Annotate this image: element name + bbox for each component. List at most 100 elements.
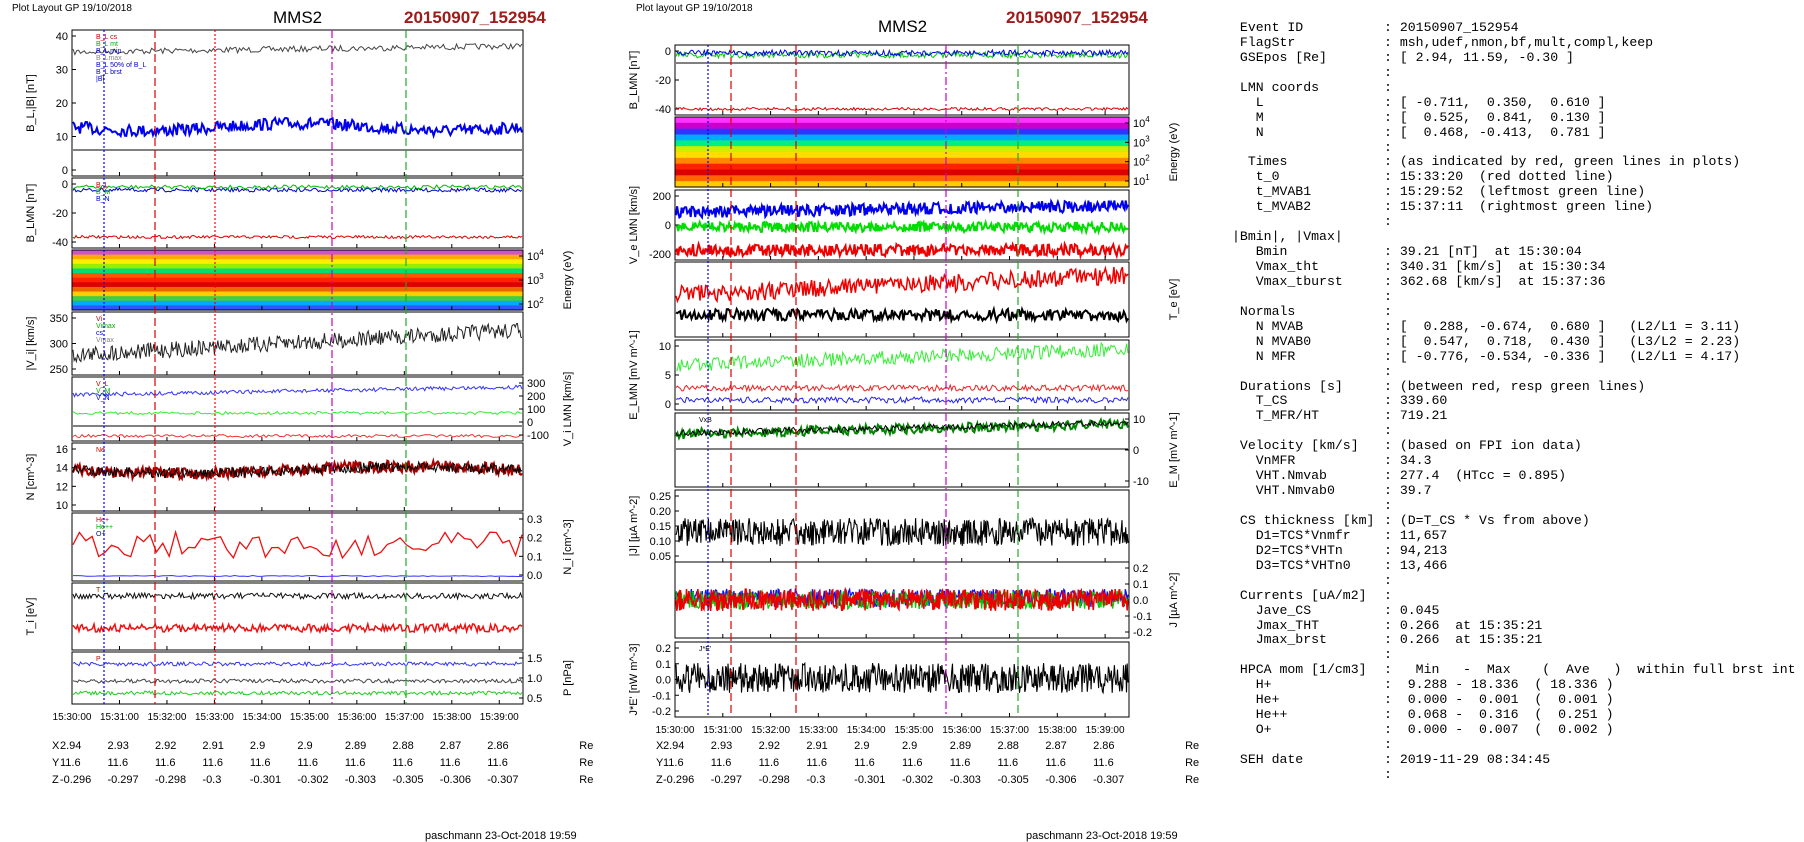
info-value: : xyxy=(1384,139,1392,155)
position-value: 11.6 xyxy=(1045,757,1066,769)
position-axis-label: Z xyxy=(656,774,663,786)
y-axis-label: J*E' [nW m^-3] xyxy=(628,643,640,715)
data-trace xyxy=(72,184,523,190)
spectrogram-band xyxy=(72,300,523,306)
info-key: Velocity [km/s] xyxy=(1232,438,1359,454)
position-value: -0.307 xyxy=(487,774,519,786)
y-tick-label: -40 xyxy=(52,237,68,249)
position-value: 11.6 xyxy=(758,757,780,769)
spectrogram-band xyxy=(675,128,1129,136)
position-axis-label: X xyxy=(656,740,664,752)
panel-frame xyxy=(71,29,524,177)
position-value: 11.6 xyxy=(806,757,827,769)
info-key: Currents [uA/m2] xyxy=(1232,587,1367,603)
position-value: -0.297 xyxy=(710,774,742,786)
position-value: 2.86 xyxy=(1093,740,1115,752)
y-axis-label: T_i [eV] xyxy=(25,598,37,636)
position-value: 11.6 xyxy=(249,757,271,769)
info-value: : 362.68 [km/s] at 15:37:36 xyxy=(1384,273,1606,289)
spectrogram-band xyxy=(675,146,1129,153)
info-value: : [ 0.525, 0.841, 0.130 ] xyxy=(1384,109,1606,125)
info-line: N MVAB: [ 0.288, -0.674, 0.680 ] (L2/L1 … xyxy=(1232,319,1792,335)
info-value: : (D=T_CS * Vs from above) xyxy=(1384,512,1590,528)
y-tick-label: 10 xyxy=(56,132,68,144)
y-tick-label: 14 xyxy=(56,463,68,475)
info-line: t_MVAB2: 15:37:11 (rightmost green line) xyxy=(1232,199,1792,215)
position-value: 11.6 xyxy=(60,757,81,769)
info-line: VHT.Nmvab: 277.4 (HTcc = 0.895) xyxy=(1232,468,1792,484)
y-tick-label: 0.10 xyxy=(650,536,671,548)
info-key: Jmax_brst xyxy=(1232,632,1327,648)
info-value: : 0.266 at 15:35:21 xyxy=(1384,632,1543,648)
y-tick-label: 0.25 xyxy=(650,491,671,503)
info-key xyxy=(1232,738,1384,753)
data-trace xyxy=(675,661,1129,695)
position-value: -0.296 xyxy=(663,774,695,786)
data-trace xyxy=(72,621,523,635)
info-value: : (as indicated by red, green lines in p… xyxy=(1384,154,1741,170)
y-tick-label: -0.1 xyxy=(652,690,671,702)
info-line: D2=TCS*VHTn: 94,213 xyxy=(1232,542,1792,559)
info-line: Jmax_THT: 0.266 at 15:35:21 xyxy=(1232,618,1792,634)
position-value: -0.302 xyxy=(297,774,329,786)
y-tick-label: -0.2 xyxy=(652,706,671,718)
info-line: O+: 0.000 - 0.007 ( 0.002 ) xyxy=(1232,722,1792,738)
spectrogram-band xyxy=(675,140,1129,147)
position-value: 11.6 xyxy=(344,757,366,769)
position-value: 2.88 xyxy=(997,740,1019,752)
legend-entry: B_N xyxy=(96,196,110,203)
info-line: T_CS: 339.60 xyxy=(1232,393,1792,409)
y-tick-label: 101 xyxy=(1133,173,1150,188)
position-value: -0.301 xyxy=(854,774,886,786)
y-axis-label: |V_i| [km/s] xyxy=(25,316,37,370)
y-tick-label: 16 xyxy=(56,444,68,456)
legend-entry: B_Lmax xyxy=(96,55,122,62)
data-trace xyxy=(675,395,1129,405)
info-value: : 94,213 xyxy=(1384,542,1448,558)
left-footer: paschmann 23-Oct-2018 19:59 xyxy=(425,830,577,842)
info-line: N: [ 0.468, -0.413, 0.781 ] xyxy=(1232,125,1792,141)
info-key: T_MFR/HT xyxy=(1232,408,1320,424)
info-value: : xyxy=(1384,64,1392,80)
info-key: FlagStr xyxy=(1232,34,1296,50)
position-value: 11.6 xyxy=(663,757,684,769)
info-line: T_MFR/HT: 719.21 xyxy=(1232,408,1792,424)
y-tick-label: 100 xyxy=(527,404,545,416)
info-key: He+ xyxy=(1232,692,1280,708)
position-value: -0.302 xyxy=(901,774,934,786)
info-line: VHT.Nmvab0: 39.7 xyxy=(1232,483,1792,499)
legend-entry: B_M xyxy=(96,189,111,196)
panel-2: -40 -20 0 B_LMN [nT] B_LB_MB_N xyxy=(25,177,524,249)
info-line: VnMFR: 34.3 xyxy=(1232,453,1792,469)
spectrogram-band xyxy=(675,152,1129,159)
spectrogram-band xyxy=(675,175,1129,182)
y-tick-label: 102 xyxy=(527,296,544,311)
spectrogram-band xyxy=(72,291,523,297)
info-value: : xyxy=(1384,79,1392,95)
info-line: N MFR: [ -0.776, -0.534, -0.336 ] (L2/L1… xyxy=(1232,349,1792,365)
data-trace xyxy=(72,677,523,684)
spectrogram-band xyxy=(675,122,1129,130)
info-line: Currents [uA/m2]: xyxy=(1232,587,1792,604)
info-key xyxy=(1232,768,1384,783)
time-tick-label: 15:35:00 xyxy=(290,712,329,723)
panel-3: -200 0 200 V_e LMN [km/s] xyxy=(628,186,1130,264)
info-key: t_0 xyxy=(1232,169,1280,185)
data-trace xyxy=(72,42,523,56)
panel-frame xyxy=(71,376,524,442)
info-line: He++: 0.068 - 0.316 ( 0.251 ) xyxy=(1232,707,1792,723)
y-tick-label: 0 xyxy=(665,46,671,58)
left-spacecraft-title: MMS2 xyxy=(273,8,323,27)
spectrogram-band xyxy=(675,169,1129,176)
info-value: : 339.60 xyxy=(1384,393,1448,409)
position-value: -0.305 xyxy=(997,774,1029,786)
time-tick-label: 15:34:00 xyxy=(847,725,886,736)
y-axis-label: B_LMN [nT] xyxy=(25,184,37,243)
y-tick-label: -20 xyxy=(52,208,68,220)
info-key: LMN coords xyxy=(1232,79,1320,95)
data-trace xyxy=(676,218,1129,236)
data-trace xyxy=(72,460,523,479)
y-tick-label: 0 xyxy=(62,179,68,191)
time-tick-label: 15:30:00 xyxy=(53,712,92,723)
legend-entry: Vmax xyxy=(96,337,114,344)
